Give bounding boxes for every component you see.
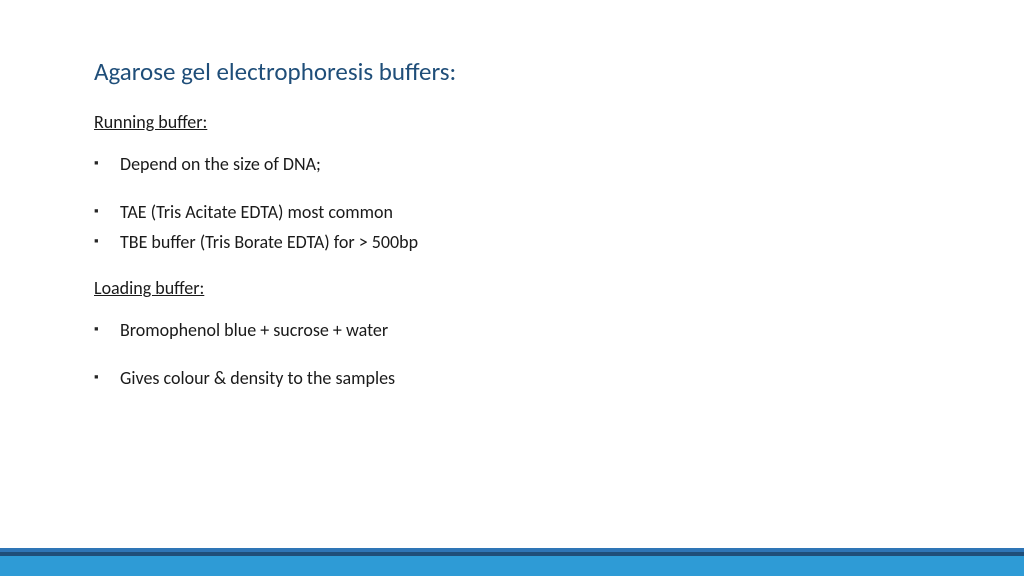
list-item: Gives colour & density to the samples [94, 365, 964, 391]
content-area: Agarose gel electrophoresis buffers: Run… [94, 56, 964, 413]
footer-bar-main [0, 556, 1024, 576]
list-item: Bromophenol blue + sucrose + water [94, 317, 964, 343]
list-item: TBE buffer (Tris Borate EDTA) for > 500b… [94, 229, 964, 255]
subheading-loading: Loading buffer: [94, 277, 964, 299]
list-item: TAE (Tris Acitate EDTA) most common [94, 199, 964, 225]
section-running: Running buffer: Depend on the size of DN… [94, 111, 964, 255]
slide: Agarose gel electrophoresis buffers: Run… [0, 0, 1024, 576]
subheading-running: Running buffer: [94, 111, 964, 133]
bullet-list-running: Depend on the size of DNA; TAE (Tris Aci… [94, 151, 964, 255]
slide-title: Agarose gel electrophoresis buffers: [94, 56, 964, 87]
section-loading: Loading buffer: Bromophenol blue + sucro… [94, 277, 964, 391]
footer-accent [0, 548, 1024, 576]
list-item: Depend on the size of DNA; [94, 151, 964, 177]
bullet-list-loading: Bromophenol blue + sucrose + water Gives… [94, 317, 964, 391]
